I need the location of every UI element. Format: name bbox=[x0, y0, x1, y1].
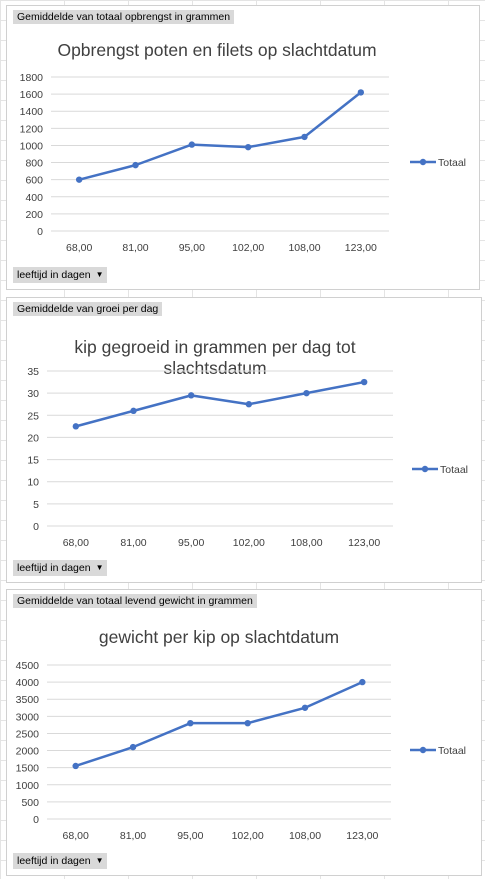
x-tick-label: 68,00 bbox=[66, 242, 92, 254]
x-tick-label: 108,00 bbox=[289, 830, 321, 842]
chart-title: slachtsdatum bbox=[163, 358, 266, 378]
y-tick-label: 5 bbox=[33, 499, 39, 511]
data-point bbox=[245, 401, 253, 408]
x-tick-label: 102,00 bbox=[233, 537, 265, 549]
axis-field-label: leeftijd in dagen bbox=[17, 855, 91, 867]
axis-field-dropdown[interactable]: leeftijd in dagen ▼ bbox=[13, 560, 108, 576]
y-tick-label: 4000 bbox=[16, 677, 40, 689]
y-tick-label: 1600 bbox=[20, 89, 44, 101]
chart-panel-groei[interactable]: Gemiddelde van groei per dag kip gegroei… bbox=[6, 297, 482, 583]
x-tick-label: 95,00 bbox=[179, 242, 205, 254]
data-point bbox=[130, 407, 137, 415]
x-tick-label: 68,00 bbox=[63, 830, 89, 842]
axis-field-label: leeftijd in dagen bbox=[17, 562, 91, 574]
y-tick-label: 15 bbox=[27, 455, 39, 467]
chart-panel-opbrengst[interactable]: Gemiddelde van totaal opbrengst in gramm… bbox=[6, 5, 480, 290]
x-tick-label: 102,00 bbox=[232, 830, 264, 842]
y-tick-label: 10 bbox=[27, 477, 39, 489]
y-tick-label: 3000 bbox=[16, 711, 40, 723]
y-tick-label: 1000 bbox=[16, 780, 40, 792]
y-tick-label: 25 bbox=[27, 410, 39, 422]
axis-field-dropdown[interactable]: leeftijd in dagen ▼ bbox=[13, 267, 108, 283]
chart-title: gewicht per kip op slachtdatum bbox=[99, 627, 339, 647]
x-tick-label: 95,00 bbox=[178, 537, 204, 549]
y-tick-label: 2500 bbox=[16, 728, 40, 740]
data-point bbox=[357, 89, 365, 96]
series-line bbox=[75, 380, 365, 428]
data-point bbox=[359, 678, 366, 686]
y-tick-label: 200 bbox=[25, 209, 43, 221]
x-tick-label: 95,00 bbox=[177, 830, 203, 842]
x-tick-label: 81,00 bbox=[120, 537, 146, 549]
dropdown-arrow-icon: ▼ bbox=[95, 856, 104, 865]
pivot-field-button[interactable]: Gemiddelde van groei per dag bbox=[13, 302, 163, 316]
x-tick-label: 68,00 bbox=[63, 537, 89, 549]
data-point bbox=[244, 719, 251, 727]
chart-title: kip gegroeid in grammen per dag tot bbox=[74, 337, 355, 357]
y-tick-label: 800 bbox=[25, 158, 43, 170]
x-tick-label: 123,00 bbox=[346, 830, 378, 842]
chart-panel-gewicht[interactable]: Gemiddelde van totaal levend gewicht in … bbox=[6, 589, 482, 876]
legend-label: Totaal bbox=[438, 745, 466, 757]
y-tick-label: 0 bbox=[33, 521, 39, 533]
legend-marker bbox=[421, 465, 429, 473]
dropdown-arrow-icon: ▼ bbox=[95, 563, 104, 572]
data-point bbox=[360, 378, 368, 386]
x-tick-label: 81,00 bbox=[122, 242, 148, 254]
data-point bbox=[244, 143, 252, 151]
y-tick-label: 0 bbox=[37, 226, 43, 238]
pivot-field-button[interactable]: Gemiddelde van totaal levend gewicht in … bbox=[13, 594, 257, 608]
x-tick-label: 123,00 bbox=[348, 537, 380, 549]
y-tick-label: 600 bbox=[25, 175, 43, 187]
data-point bbox=[188, 141, 196, 148]
dropdown-arrow-icon: ▼ bbox=[95, 270, 104, 279]
legend-label: Totaal bbox=[440, 464, 468, 476]
x-tick-label: 108,00 bbox=[290, 537, 322, 549]
data-point bbox=[72, 423, 80, 430]
y-tick-label: 30 bbox=[27, 388, 39, 400]
line-chart-opbrengst: Opbrengst poten en filets op slachtdatum… bbox=[20, 40, 466, 254]
y-tick-label: 3500 bbox=[16, 694, 40, 706]
pivot-field-button[interactable]: Gemiddelde van totaal opbrengst in gramm… bbox=[13, 10, 235, 24]
data-point bbox=[75, 176, 83, 183]
series-line bbox=[78, 91, 362, 181]
data-point bbox=[303, 389, 310, 397]
axis-field-dropdown[interactable]: leeftijd in dagen ▼ bbox=[13, 853, 108, 869]
y-tick-label: 2000 bbox=[16, 746, 40, 758]
y-tick-label: 0 bbox=[33, 814, 39, 826]
y-tick-label: 4500 bbox=[16, 660, 40, 672]
data-point bbox=[301, 704, 309, 711]
line-chart-groei: kip gegroeid in grammen per dag totslach… bbox=[27, 337, 468, 549]
legend-marker bbox=[419, 746, 427, 754]
y-tick-label: 35 bbox=[27, 366, 39, 378]
chart-title: Opbrengst poten en filets op slachtdatum bbox=[57, 40, 376, 60]
y-tick-label: 1500 bbox=[16, 763, 40, 775]
data-point bbox=[187, 392, 195, 399]
y-tick-label: 1200 bbox=[20, 123, 44, 135]
legend-marker bbox=[419, 158, 427, 166]
y-tick-label: 500 bbox=[21, 797, 39, 809]
x-tick-label: 81,00 bbox=[120, 830, 146, 842]
x-tick-label: 102,00 bbox=[232, 242, 264, 254]
line-chart-gewicht: gewicht per kip op slachtdatum 0 500 1000 15… bbox=[16, 627, 466, 842]
y-tick-label: 400 bbox=[25, 192, 43, 204]
data-point bbox=[132, 161, 139, 169]
y-tick-label: 20 bbox=[27, 432, 39, 444]
legend-label: Totaal bbox=[438, 157, 466, 169]
y-tick-label: 1400 bbox=[20, 106, 44, 118]
data-point bbox=[301, 133, 308, 141]
data-point bbox=[72, 762, 79, 770]
axis-field-label: leeftijd in dagen bbox=[17, 269, 91, 281]
y-tick-label: 1800 bbox=[20, 72, 44, 84]
data-point bbox=[187, 719, 194, 727]
series-line bbox=[75, 680, 363, 768]
x-tick-label: 123,00 bbox=[345, 242, 377, 254]
x-tick-label: 108,00 bbox=[288, 242, 320, 254]
data-point bbox=[129, 743, 137, 751]
y-tick-label: 1000 bbox=[20, 140, 44, 152]
